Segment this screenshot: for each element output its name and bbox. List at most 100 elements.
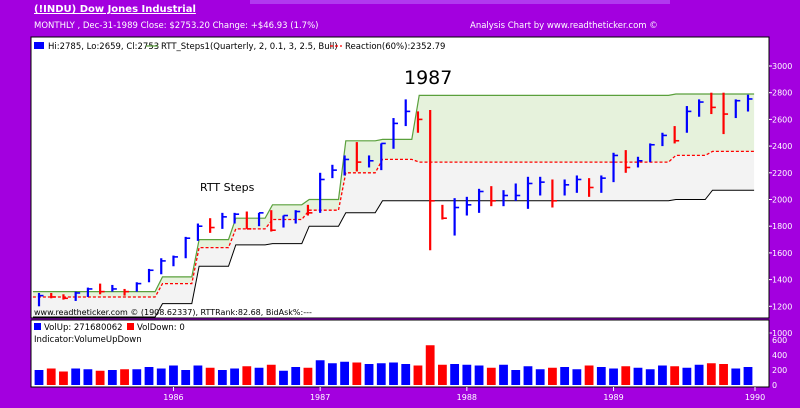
volume-bar <box>694 364 704 385</box>
volume-bar <box>682 367 692 385</box>
ohlc-bar <box>74 291 81 301</box>
ohlc-bar <box>575 175 582 193</box>
volume-bar <box>59 371 68 385</box>
volume-bar <box>719 364 728 385</box>
ohlc-bar <box>404 99 411 127</box>
ohlc-bar <box>209 218 215 233</box>
ohlc-bar <box>367 155 374 168</box>
volume-bar <box>645 369 655 385</box>
analysis-credit: Analysis Chart by www.readtheticker.com … <box>470 21 658 31</box>
ohlc-bar <box>673 126 680 144</box>
volume-y-tick-label: 0 <box>772 381 777 390</box>
ohlc-bar <box>551 179 557 208</box>
ohlc-bar <box>270 210 276 232</box>
volume-bar <box>181 370 191 385</box>
volume-bar <box>572 369 582 385</box>
volume-bar <box>83 369 93 385</box>
price-y-tick-label: 2600 <box>772 115 792 124</box>
volume-bar <box>706 363 716 385</box>
ohlc-bar <box>221 212 227 229</box>
volume-bar <box>658 365 667 385</box>
ohlc-bar <box>514 183 521 201</box>
price-y-axis: 1000 1200 1400 1600 1800 2000 2200 2400 2600 2800… <box>769 62 792 338</box>
volume-bar <box>34 370 44 385</box>
volume-bar <box>511 370 521 385</box>
ohlc-bar <box>661 132 667 147</box>
ohlc-bar <box>160 258 166 275</box>
ohlc-bar <box>380 142 386 171</box>
volume-bar <box>401 364 411 385</box>
volume-y-tick-label: 200 <box>772 366 787 375</box>
volume-bar <box>450 364 460 385</box>
ohlc-bar <box>636 156 643 168</box>
volume-bar <box>266 364 276 385</box>
ohlc-bar <box>526 176 533 209</box>
price-info-line: MONTHLY , Dec-31-1989 Close: $2753.20 Ch… <box>34 21 319 31</box>
ohlc-bar <box>698 99 704 117</box>
volume-bar <box>633 367 643 385</box>
ohlc-bar <box>734 99 741 119</box>
ohlc-bar <box>649 143 655 163</box>
price-y-tick-label: 1200 <box>772 302 792 311</box>
ohlc-bar <box>233 212 240 224</box>
vol-up-swatch <box>34 323 41 330</box>
price-y-tick-label: 1000 <box>772 329 792 338</box>
ohlc-bar <box>355 142 362 172</box>
volume-bar <box>609 368 618 385</box>
volume-bar <box>46 368 56 385</box>
volume-layer <box>34 345 753 385</box>
x-tick-label: 1987 <box>310 393 330 402</box>
volume-bar <box>462 364 472 385</box>
volume-bar <box>144 367 154 385</box>
ohlc-bar <box>746 94 753 112</box>
ohlc-bar <box>416 111 423 133</box>
ohlc-bar <box>612 152 619 183</box>
price-y-tick-label: 2200 <box>772 169 792 178</box>
ohlc-bar <box>563 179 570 196</box>
ohlc-bar <box>722 92 729 135</box>
ohlc-bar <box>294 210 301 224</box>
volume-bar <box>71 368 81 385</box>
volume-bar <box>132 369 142 385</box>
volume-bar <box>193 365 203 385</box>
ohlc-bar <box>685 106 692 133</box>
ohlc-bar <box>429 110 435 251</box>
ohlc-bar <box>62 294 68 300</box>
volume-bar <box>120 369 129 385</box>
volume-bar <box>169 365 178 385</box>
price-layer <box>32 92 755 318</box>
ohlc-bar <box>710 92 716 115</box>
x-tick-label: 1986 <box>163 393 183 402</box>
volume-bar <box>486 367 496 385</box>
panel-footer-note: www.readtheticker.com © (1908.62337), RT… <box>34 308 312 317</box>
ohlc-bar <box>600 175 606 193</box>
annotation-rtt-steps: RTT Steps <box>200 181 255 194</box>
volume-bar <box>560 367 570 385</box>
ohlc-bar <box>135 282 142 292</box>
volume-y-tick-label: 600 <box>772 336 787 345</box>
top-menu-strip <box>250 0 670 4</box>
volume-bar <box>230 368 239 385</box>
hlc-legend: Hi:2785, Lo:2659, Cl:2753 <box>48 42 159 52</box>
volume-bar <box>548 367 557 385</box>
ohlc-bar <box>392 118 398 149</box>
ohlc-bar <box>111 284 117 292</box>
annotation-1987: 1987 <box>404 67 452 89</box>
reaction-legend: Reaction(60%):2352.79 <box>345 42 445 52</box>
ohlc-bar <box>539 176 545 196</box>
price-y-tick-label: 1400 <box>772 276 792 285</box>
ohlc-bar <box>245 211 252 230</box>
volume-y-tick-label: 400 <box>772 351 787 360</box>
volume-bar <box>474 365 484 385</box>
price-y-tick-label: 1600 <box>772 249 792 258</box>
symbol-title-link[interactable]: (!INDU) Dow Jones Industrial <box>34 4 196 15</box>
ohlc-bar <box>502 190 509 207</box>
volume-bar <box>327 363 337 385</box>
ohlc-bar <box>343 155 350 176</box>
price-y-tick-label: 2800 <box>772 89 792 98</box>
volume-bar <box>279 370 288 385</box>
volume-bar <box>217 370 227 385</box>
ohlc-bar <box>306 204 313 216</box>
price-y-tick-label: 1800 <box>772 222 792 231</box>
ohlc-bar <box>319 172 325 213</box>
